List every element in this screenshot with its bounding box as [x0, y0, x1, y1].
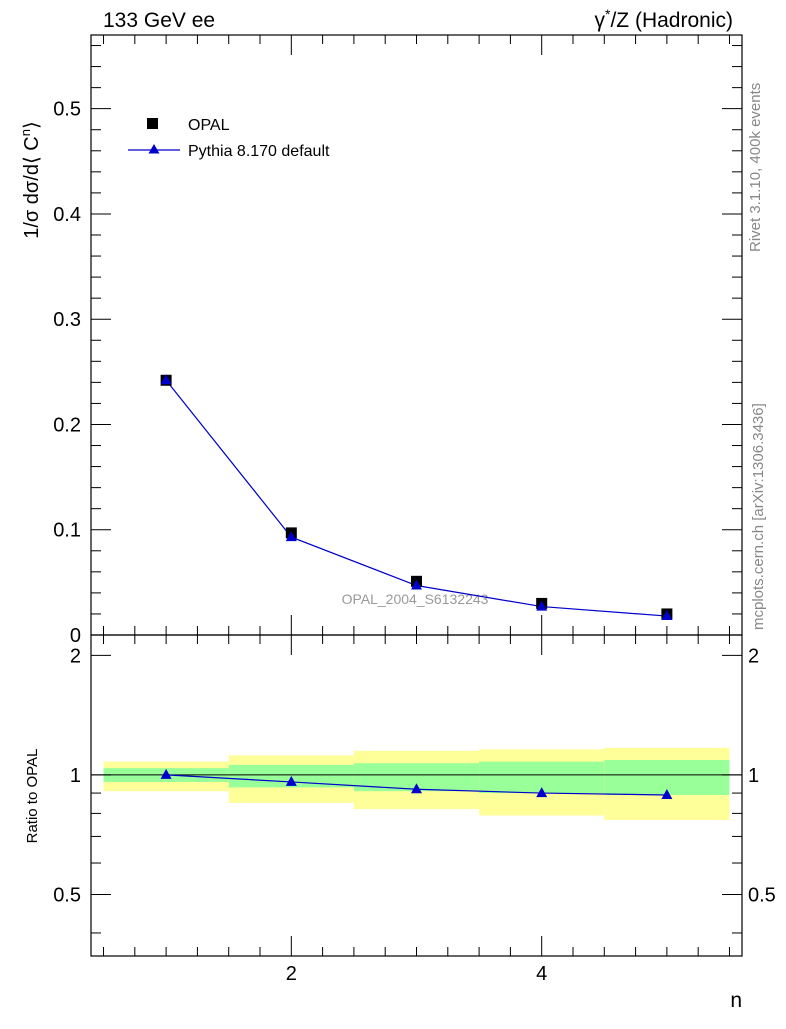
energy-label: 133 GeV ee: [103, 9, 215, 32]
ratio-y-tick-label-left: 1: [70, 765, 81, 787]
pythia-point: [661, 610, 673, 621]
ratio-y-tick-label-right: 2: [748, 645, 759, 667]
main-ylabel: 1/σ dσ/d⟨ Cn⟩: [18, 121, 43, 239]
ratio-y-tick-label-right: 0.5: [748, 884, 776, 906]
y-tick-label: 0.5: [53, 99, 81, 121]
ratio-ylabel: Ratio to OPAL: [24, 749, 41, 844]
pythia-point: [536, 600, 548, 611]
ratio-y-tick-label-right: 1: [748, 765, 759, 787]
pythia-point: [285, 531, 297, 542]
legend: OPAL Pythia 8.170 default: [128, 117, 330, 160]
main-series: [160, 374, 673, 621]
ratio-point: [661, 788, 673, 799]
pythia-point: [160, 374, 172, 385]
y-tick-label: 0.2: [53, 414, 81, 436]
y-tick-label: 0: [70, 625, 81, 647]
legend-pythia-label: Pythia 8.170 default: [188, 143, 330, 160]
y-tick-label: 0.1: [53, 520, 81, 542]
x-tick-label: 4: [536, 963, 547, 985]
ratio-series: [160, 768, 673, 799]
uncertainty-bands: [103, 747, 730, 820]
ratio-plot-frame: [90, 634, 743, 957]
x-axis-label: n: [730, 989, 742, 1012]
legend-opal-marker: [147, 118, 158, 129]
rivet-label: Rivet 3.1.10, 400k events: [747, 83, 764, 252]
legend-pythia-marker: [148, 144, 160, 154]
analysis-watermark: OPAL_2004_S6132243: [342, 591, 489, 607]
process-label: γ*/Z (Hadronic): [595, 6, 733, 32]
tick-labels: 0 0.1 0.2 0.3 0.4 0.5 0.5 0.5 1 1 2 2 2 4: [53, 99, 776, 985]
ratio-y-tick-label-left: 2: [70, 645, 81, 667]
y-tick-label: 0.3: [53, 309, 81, 331]
x-tick-label: 2: [286, 963, 297, 985]
ratio-point: [411, 783, 422, 794]
ratio-y-tick-label-left: 0.5: [53, 884, 81, 906]
ratio-point: [285, 775, 297, 786]
axis-ticks: [91, 35, 742, 956]
pythia-point: [411, 579, 422, 590]
mcplots-label: mcplots.cern.ch [arXiv:1306.3436]: [750, 403, 767, 630]
legend-opal-label: OPAL: [188, 117, 230, 134]
ratio-point: [536, 787, 548, 798]
y-tick-label: 0.4: [53, 204, 81, 226]
ratio-point: [160, 768, 172, 779]
